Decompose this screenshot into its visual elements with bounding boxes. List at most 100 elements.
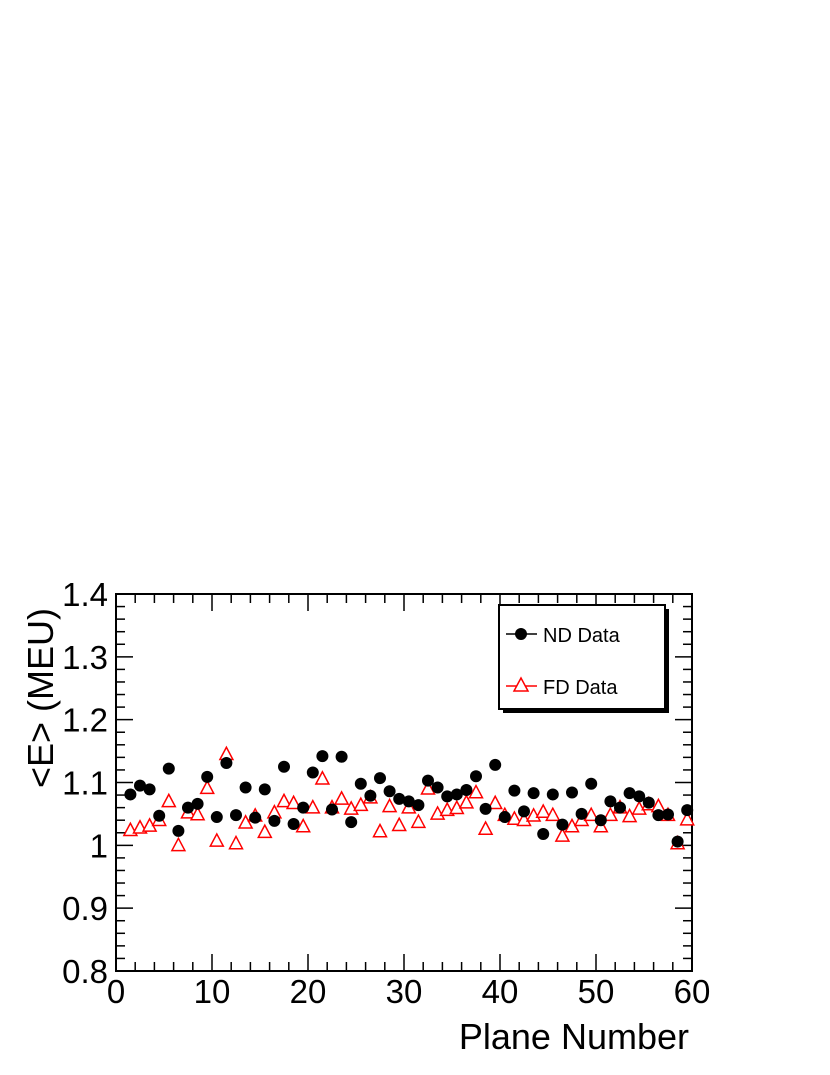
data-point-nd xyxy=(201,770,214,783)
data-point-nd xyxy=(162,762,175,775)
data-point-fd xyxy=(535,803,551,819)
data-point-fd xyxy=(410,813,427,829)
data-point-nd xyxy=(402,795,415,808)
y-tick-label: 1 xyxy=(90,827,108,864)
data-point-fd xyxy=(353,796,369,812)
data-point-fd xyxy=(170,836,187,852)
data-point-fd xyxy=(161,792,177,808)
data-point-fd xyxy=(237,814,254,829)
data-point-nd xyxy=(326,803,338,816)
y-tick-label: 1.2 xyxy=(62,702,108,739)
data-point-nd xyxy=(566,786,578,799)
data-point-nd xyxy=(335,750,348,763)
data-point-nd xyxy=(210,811,223,824)
data-point-nd xyxy=(345,816,358,829)
data-point-fd xyxy=(506,810,523,825)
data-point-nd xyxy=(393,792,406,805)
x-tick-label: 40 xyxy=(482,973,519,1010)
data-point-nd xyxy=(508,784,521,797)
data-point-nd xyxy=(642,796,655,809)
data-point-fd xyxy=(602,806,619,822)
data-point-fd xyxy=(333,790,350,805)
data-point-fd xyxy=(189,805,206,821)
data-point-fd xyxy=(554,827,571,842)
data-point-fd xyxy=(487,794,503,810)
data-point-nd xyxy=(556,818,569,831)
data-point-nd xyxy=(489,758,502,771)
data-point-nd xyxy=(364,789,377,802)
series-nd xyxy=(124,750,694,848)
data-point-nd xyxy=(354,777,367,790)
y-tick-label: 1.3 xyxy=(62,639,108,676)
data-point-nd xyxy=(527,787,540,800)
data-point-nd xyxy=(134,779,146,792)
x-tick-label: 30 xyxy=(386,973,423,1010)
data-point-fd xyxy=(679,810,695,826)
data-point-nd xyxy=(671,835,684,848)
x-tick-label: 10 xyxy=(194,973,231,1010)
data-point-fd xyxy=(420,780,436,795)
x-tick-labels: 0 10 20 30 40 50 60 xyxy=(107,973,711,1010)
legend-fd-marker xyxy=(512,676,530,692)
data-point-nd xyxy=(278,760,290,773)
data-point-nd xyxy=(230,809,242,822)
data-point-nd xyxy=(431,781,444,794)
data-point-nd xyxy=(681,804,694,817)
data-point-fd xyxy=(381,797,398,813)
axis-ticks xyxy=(115,593,693,972)
y-tick-label: 0.9 xyxy=(62,890,108,927)
data-point-nd xyxy=(575,807,588,820)
data-point-nd xyxy=(460,784,473,797)
data-point-nd xyxy=(143,783,156,796)
data-point-nd xyxy=(268,814,281,827)
x-axis-title: Plane Number xyxy=(459,1016,689,1057)
data-point-nd xyxy=(604,795,617,808)
legend-entry-nd: ND Data xyxy=(506,625,621,647)
data-point-fd xyxy=(257,823,273,839)
data-point-nd xyxy=(633,790,646,803)
legend-nd-marker xyxy=(515,628,527,640)
data-point-nd xyxy=(249,811,262,824)
data-point-nd xyxy=(585,777,598,790)
data-point-fd xyxy=(285,794,302,810)
data-point-nd xyxy=(479,802,492,815)
data-point-nd xyxy=(306,766,319,779)
data-point-nd xyxy=(153,809,166,822)
data-point-nd xyxy=(172,824,185,837)
data-point-fd xyxy=(199,779,215,795)
data-point-fd xyxy=(209,832,225,847)
data-point-nd xyxy=(182,801,194,814)
y-axis-title: <E> (MEU) xyxy=(20,608,61,788)
data-series xyxy=(122,745,695,852)
y-tick-label: 1.1 xyxy=(62,765,108,802)
data-point-nd xyxy=(220,757,233,770)
legend-entry-fd: FD Data xyxy=(506,676,618,699)
data-point-fd xyxy=(228,834,244,850)
data-point-nd xyxy=(662,808,674,821)
data-point-fd xyxy=(468,783,484,799)
data-point-nd xyxy=(316,750,329,763)
legend: ND Data FD Data xyxy=(498,604,669,713)
data-point-nd xyxy=(383,785,396,798)
data-point-nd xyxy=(546,788,559,801)
legend-label-nd: ND Data xyxy=(543,625,621,647)
data-point-nd xyxy=(652,809,665,822)
y-tick-label: 1.4 xyxy=(62,576,108,613)
data-point-nd xyxy=(450,788,463,801)
data-point-fd xyxy=(276,792,292,808)
data-point-nd xyxy=(239,781,252,794)
data-point-nd xyxy=(470,770,482,783)
data-point-nd xyxy=(518,805,530,818)
data-point-nd xyxy=(124,788,137,801)
data-point-nd xyxy=(258,783,271,796)
data-point-nd xyxy=(614,801,626,814)
x-tick-label: 20 xyxy=(290,973,327,1010)
data-point-fd xyxy=(314,770,331,785)
data-point-fd xyxy=(621,807,638,823)
x-tick-label: 0 xyxy=(107,973,125,1010)
y-tick-label: 0.8 xyxy=(62,953,108,990)
data-point-fd xyxy=(477,820,494,835)
data-point-nd xyxy=(191,797,204,810)
